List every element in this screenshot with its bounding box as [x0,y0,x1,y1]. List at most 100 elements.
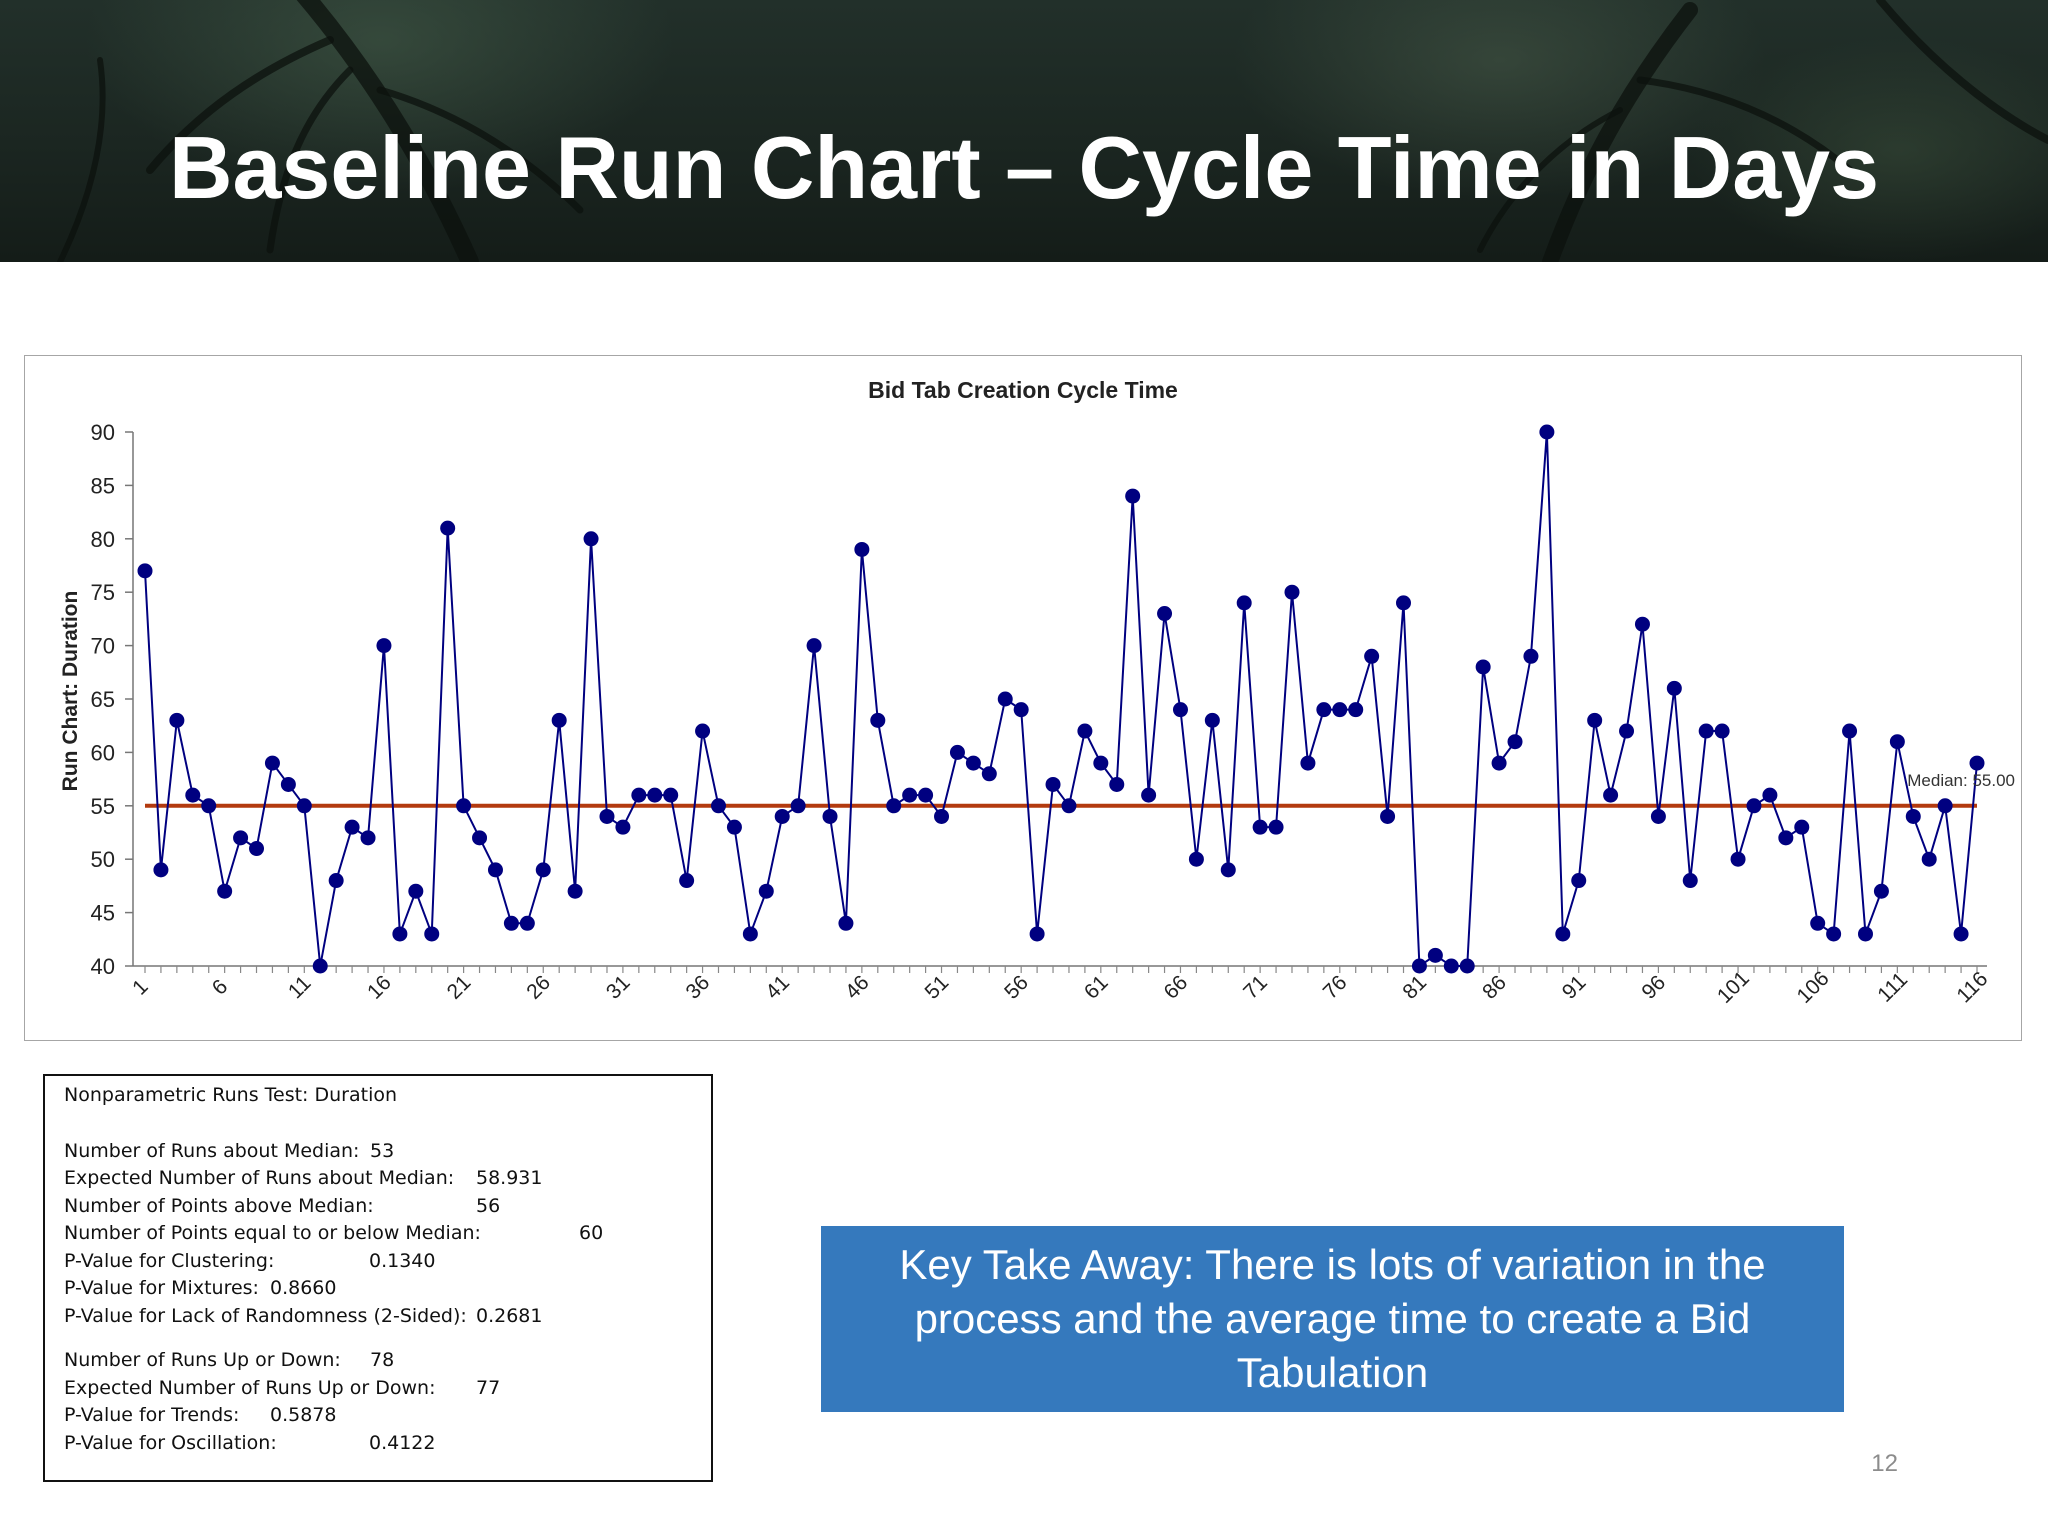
data-point [806,638,822,654]
x-tick-label: 16 [363,971,396,1004]
y-tick-label: 55 [91,794,115,819]
palm-background-graphic [57,0,2048,262]
y-tick-label: 90 [91,420,115,445]
data-point [1061,798,1077,814]
data-point [1364,648,1380,664]
data-point [1523,648,1539,664]
x-tick-label: 41 [761,971,794,1004]
y-tick-label: 40 [91,954,115,979]
data-point [647,787,663,803]
data-point [1220,862,1236,878]
data-point [695,723,711,739]
data-point [1666,680,1682,696]
data-point [981,766,997,782]
data-point [1300,755,1316,771]
data-point [1172,702,1188,718]
median-label: Median: 55.00 [1907,771,2015,790]
data-point [599,808,615,824]
stats-row-value: 60 [579,1222,604,1244]
stats-row-value: 0.8660 [270,1277,337,1299]
data-point [1921,851,1937,867]
data-point [153,862,169,878]
chart-title: Bid Tab Creation Cycle Time [868,377,1178,403]
data-point [1857,926,1873,942]
x-tick-label: 26 [522,971,555,1004]
data-point [408,883,424,899]
stats-row-label: Number of Runs Up or Down: [64,1349,341,1371]
data-point [1889,734,1905,750]
data-point [1634,616,1650,632]
data-point [790,798,806,814]
data-point [1507,734,1523,750]
data-point [392,926,408,942]
data-point [487,862,503,878]
data-point [1587,712,1603,728]
stats-row-value: 0.1340 [369,1250,436,1272]
data-point [1682,873,1698,889]
x-tick-label: 36 [682,971,715,1004]
data-point [615,819,631,835]
data-point [886,798,902,814]
data-point [1969,755,1985,771]
data-point [137,563,153,579]
data-point [233,830,249,846]
x-tick-label: 76 [1319,971,1352,1004]
data-point [1109,776,1125,792]
x-tick-label: 81 [1398,971,1431,1004]
x-ticks: 1 6 11 16 21 26 31 36 41 46 51 56 61 66 71 76 81 86 91 96 10… [128,966,1992,1008]
x-tick-label: 86 [1478,971,1511,1004]
data-point [1125,488,1141,504]
x-tick-label: 116 [1952,967,1992,1007]
data-point [376,638,392,654]
data-point [679,873,695,889]
y-tick-label: 75 [91,580,115,605]
stats-row-label: P-Value for Trends: [64,1404,240,1426]
data-point [870,712,886,728]
data-point [854,541,870,557]
data-point [1157,606,1173,622]
data-point [631,787,647,803]
data-point [1045,776,1061,792]
stats-row-value: 0.2681 [476,1305,543,1327]
stats-row-value: 77 [476,1377,501,1399]
runs-test-stats-box: Nonparametric Runs Test: Duration Number… [43,1074,713,1482]
data-point [551,712,567,728]
stats-row-label: Number of Points above Median: [64,1195,374,1217]
y-tick-label: 45 [91,901,115,926]
data-point [201,798,217,814]
stats-row-value: 58.931 [476,1167,543,1189]
data-point [1698,723,1714,739]
data-point [949,744,965,760]
data-point [296,798,312,814]
data-point [1268,819,1284,835]
data-point [726,819,742,835]
data-point [328,873,344,889]
x-tick-label: 46 [841,971,874,1004]
data-point [1650,808,1666,824]
stats-row-label: P-Value for Lack of Randomness (2-Sided)… [64,1305,467,1327]
slide-title: Baseline Run Chart – Cycle Time in Days [168,118,1880,217]
x-tick-label: 11 [284,972,316,1004]
data-point [1619,723,1635,739]
data-point [934,808,950,824]
data-point [1093,755,1109,771]
data-point [264,755,280,771]
key-takeaway-text: Key Take Away: There is lots of variatio… [899,1241,1766,1396]
data-point [758,883,774,899]
x-tick-label: 106 [1793,967,1834,1008]
data-point [567,883,583,899]
data-point [424,926,440,942]
data-point [1746,798,1762,814]
data-point [1603,787,1619,803]
data-point [360,830,376,846]
data-point [1953,926,1969,942]
data-point [280,776,296,792]
data-point [1762,787,1778,803]
data-point [710,798,726,814]
stats-row-value: 53 [370,1140,395,1162]
data-point [169,712,185,728]
data-point [774,808,790,824]
y-tick-label: 80 [91,527,115,552]
data-point [503,915,519,931]
data-point [838,915,854,931]
